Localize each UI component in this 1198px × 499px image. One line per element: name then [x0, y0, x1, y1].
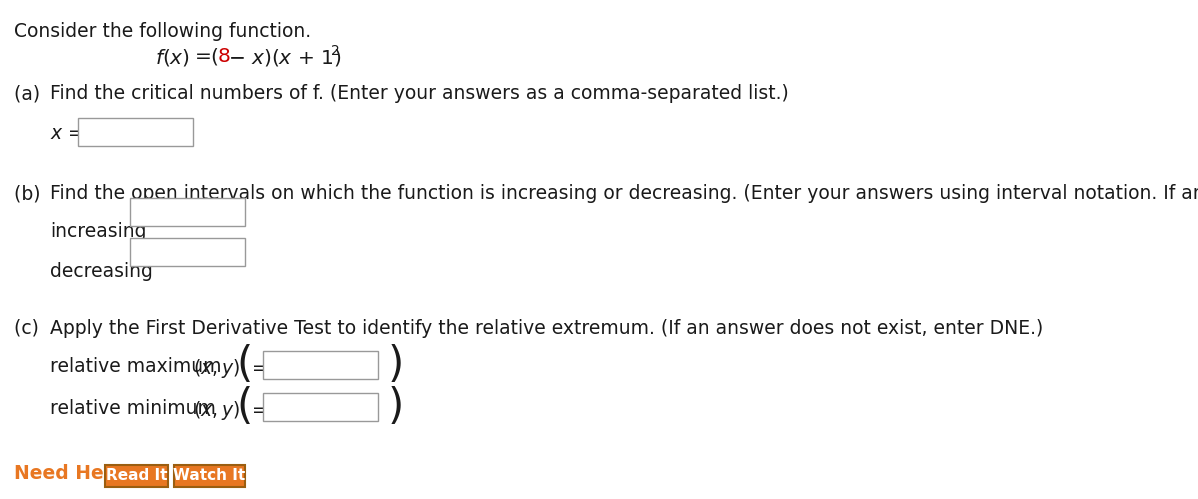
- Text: ): ): [388, 386, 404, 428]
- Text: Find the open intervals on which the function is increasing or decreasing. (Ente: Find the open intervals on which the fun…: [50, 184, 1198, 203]
- Text: relative maximum: relative maximum: [50, 357, 222, 376]
- FancyBboxPatch shape: [131, 238, 246, 266]
- Text: 8: 8: [218, 47, 231, 66]
- FancyBboxPatch shape: [131, 198, 246, 226]
- Text: $\mathit{(x, y)}$  =: $\mathit{(x, y)}$ =: [193, 357, 267, 380]
- FancyBboxPatch shape: [105, 465, 168, 487]
- Text: $-$ $\mathit{x}$)($\mathit{x}$ + 1): $-$ $\mathit{x}$)($\mathit{x}$ + 1): [228, 47, 341, 68]
- FancyBboxPatch shape: [78, 118, 193, 146]
- Text: =: =: [195, 47, 212, 66]
- Text: $\mathit{(x, y)}$  =: $\mathit{(x, y)}$ =: [193, 399, 267, 422]
- Text: ): ): [388, 344, 404, 386]
- Text: Find the critical numbers of f. (Enter your answers as a comma-separated list.): Find the critical numbers of f. (Enter y…: [50, 84, 788, 103]
- Text: decreasing: decreasing: [50, 262, 153, 281]
- Text: (: (: [237, 386, 253, 428]
- FancyBboxPatch shape: [174, 465, 246, 487]
- Text: Consider the following function.: Consider the following function.: [14, 22, 311, 41]
- Text: (: (: [210, 47, 218, 66]
- Text: Watch It: Watch It: [174, 469, 246, 484]
- FancyBboxPatch shape: [264, 351, 379, 379]
- Text: (a): (a): [14, 84, 53, 103]
- Text: Apply the First Derivative Test to identify the relative extremum. (If an answer: Apply the First Derivative Test to ident…: [50, 319, 1043, 338]
- Text: Need Help?: Need Help?: [14, 464, 134, 483]
- FancyBboxPatch shape: [264, 393, 379, 421]
- Text: $\mathit{x}$ =: $\mathit{x}$ =: [50, 124, 84, 143]
- Text: Read It: Read It: [105, 469, 168, 484]
- Text: 2: 2: [331, 44, 340, 58]
- Text: (c): (c): [14, 319, 50, 338]
- Text: increasing: increasing: [50, 222, 146, 241]
- Text: (: (: [237, 344, 253, 386]
- Text: (b): (b): [14, 184, 53, 203]
- Text: relative minimum: relative minimum: [50, 399, 216, 418]
- Text: $\mathit{f}$($\mathit{x}$): $\mathit{f}$($\mathit{x}$): [155, 47, 190, 68]
